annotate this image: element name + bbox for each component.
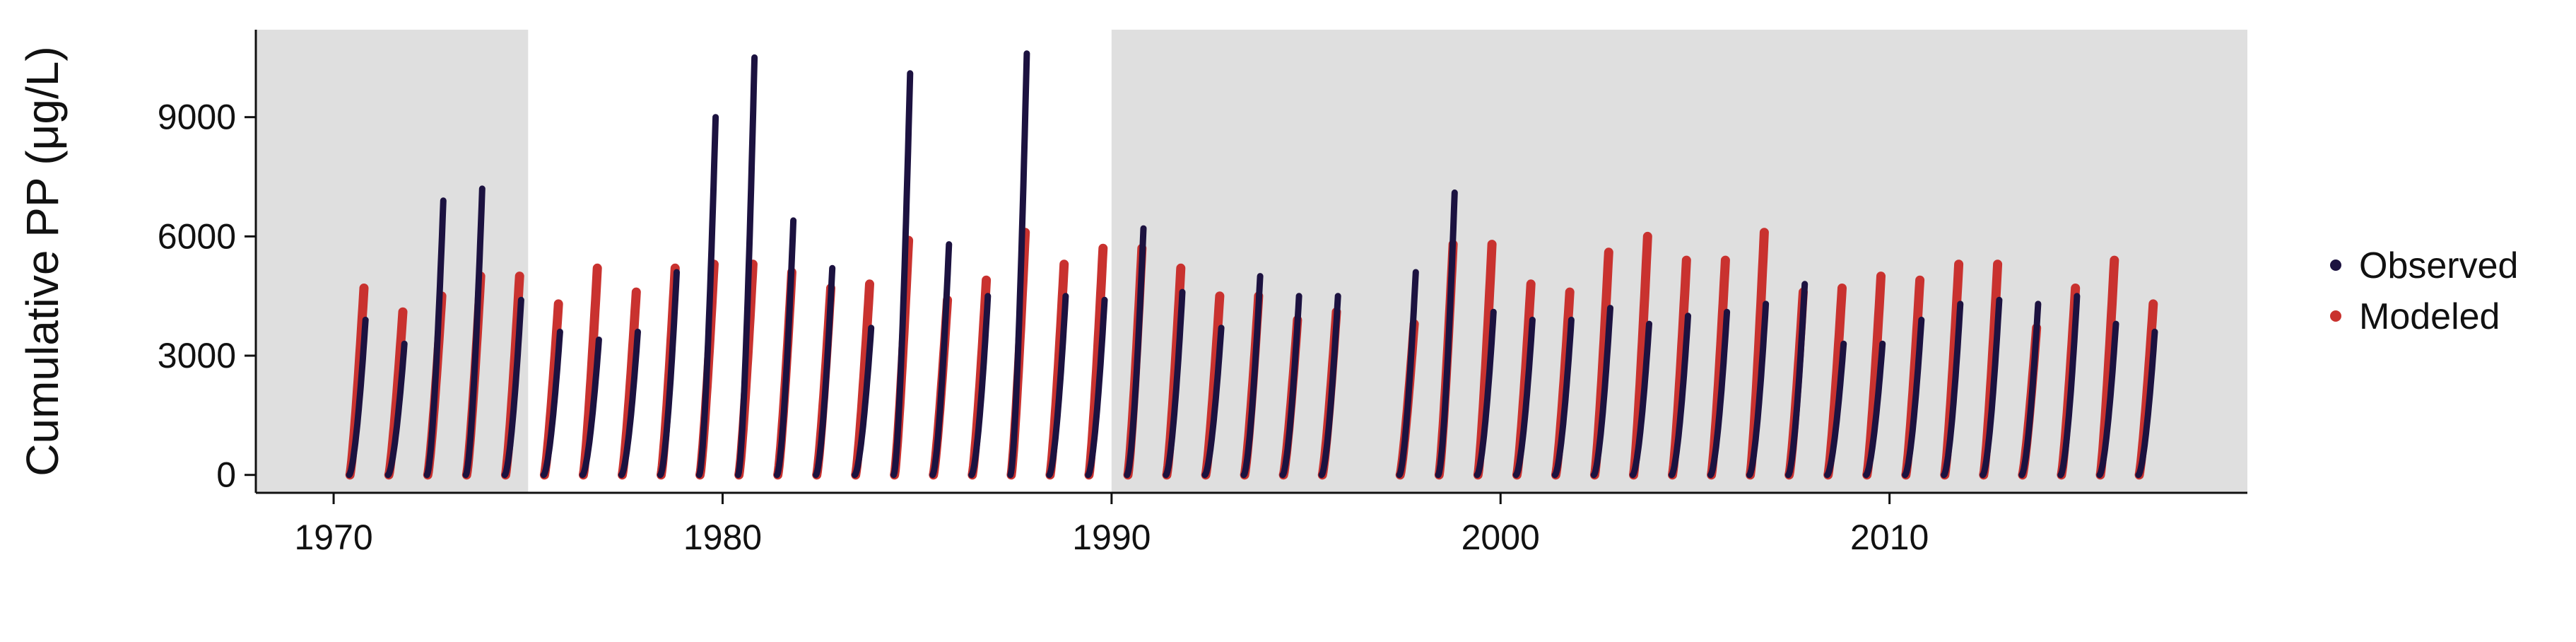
x-tick-label: 2010 (1850, 518, 1929, 557)
series-observed (346, 50, 2158, 479)
observed-season-18 (1046, 293, 1069, 479)
y-axis-title: Cumulative PP (μg/L) (17, 46, 68, 476)
y-axis-ticks: 0 3000 6000 9000 (158, 98, 256, 495)
observed-season-3 (462, 185, 486, 479)
x-tick-label: 1970 (294, 518, 372, 557)
observed-season-19 (1085, 296, 1108, 479)
observed-season-16 (968, 293, 992, 479)
y-tick-label: 3000 (158, 336, 236, 375)
observed-season-14 (890, 70, 914, 479)
legend-key-modeled (2330, 310, 2341, 322)
observed-season-10 (735, 54, 758, 479)
observed-season-15 (929, 241, 953, 479)
observed-season-42 (2018, 300, 2042, 479)
legend: Observed Modeled (2330, 245, 2518, 337)
x-tick-label: 2000 (1462, 518, 1540, 557)
observed-season-24 (1279, 293, 1302, 479)
observed-season-21 (1163, 288, 1186, 479)
observed-season-44 (2096, 320, 2119, 479)
observed-season-39 (1902, 316, 1925, 479)
observed-season-23 (1240, 273, 1264, 479)
observed-season-27 (1435, 189, 1458, 479)
observed-season-5 (540, 328, 563, 479)
series-layer (345, 50, 2158, 480)
observed-season-40 (1941, 300, 1964, 479)
observed-season-32 (1629, 320, 1652, 479)
observed-season-11 (774, 217, 797, 479)
observed-season-36 (1785, 281, 1809, 479)
observed-season-34 (1707, 308, 1731, 479)
observed-season-1 (384, 340, 408, 479)
observed-season-8 (657, 269, 680, 479)
observed-season-20 (1124, 225, 1147, 479)
x-tick-label: 1990 (1072, 518, 1151, 557)
observed-season-0 (346, 316, 369, 479)
y-tick-label: 9000 (158, 98, 236, 137)
legend-label-observed: Observed (2359, 245, 2518, 286)
observed-season-38 (1863, 340, 1886, 479)
legend-key-observed (2330, 259, 2341, 271)
observed-season-35 (1746, 300, 1770, 479)
observed-season-31 (1590, 305, 1613, 479)
observed-season-7 (618, 328, 641, 479)
observed-season-25 (1318, 293, 1341, 479)
observed-season-45 (2135, 328, 2158, 479)
observed-season-43 (2057, 293, 2081, 479)
observed-season-28 (1474, 308, 1497, 479)
legend-label-modeled: Modeled (2359, 296, 2500, 337)
y-tick-label: 0 (216, 455, 236, 495)
observed-season-29 (1512, 316, 1536, 479)
observed-season-9 (695, 114, 719, 479)
observed-season-33 (1668, 313, 1691, 479)
shaded-periods (256, 30, 2247, 493)
axes (254, 30, 2247, 494)
observed-season-13 (852, 325, 875, 479)
observed-season-2 (423, 197, 447, 479)
observed-season-26 (1396, 269, 1419, 479)
observed-season-17 (1007, 50, 1030, 479)
observed-season-4 (501, 296, 524, 479)
x-tick-label: 1980 (683, 518, 762, 557)
observed-season-30 (1551, 316, 1575, 479)
observed-season-41 (1980, 296, 2003, 479)
observed-season-12 (813, 264, 836, 479)
observed-season-6 (579, 337, 602, 479)
x-axis-ticks: 1970 1980 1990 2000 2010 (294, 493, 1929, 557)
observed-season-37 (1824, 340, 1847, 479)
y-tick-label: 6000 (158, 216, 236, 256)
observed-season-22 (1201, 325, 1225, 479)
